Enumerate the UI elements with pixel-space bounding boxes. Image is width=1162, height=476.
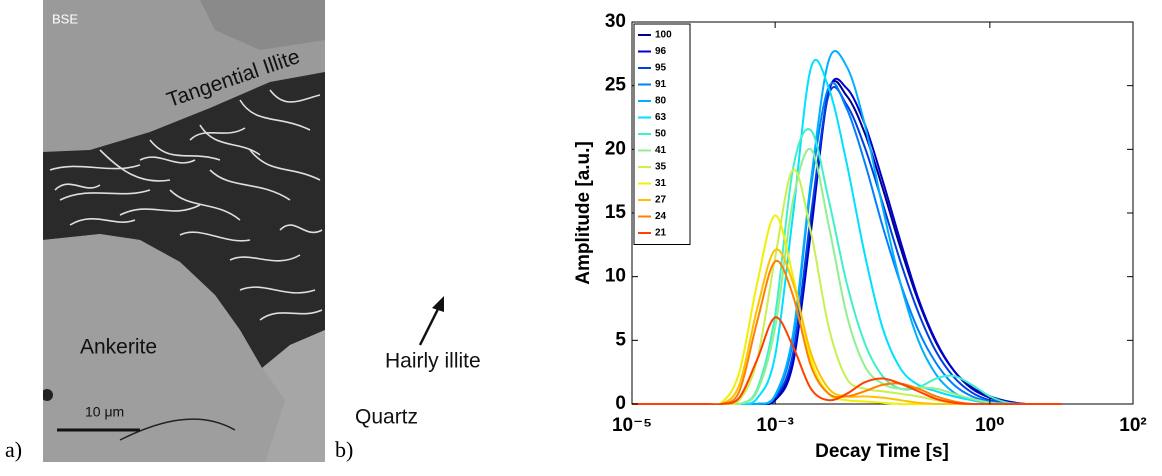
legend-label: 27	[655, 195, 667, 206]
x-axis-label: Decay Time [s]	[815, 441, 949, 462]
arrow-head	[432, 296, 444, 312]
plot-area	[632, 50, 1062, 405]
sem-image	[43, 0, 325, 462]
y-tick-label: 15	[605, 202, 627, 223]
image-label: Ankerite	[80, 336, 157, 359]
legend-label: 100	[655, 30, 672, 41]
chart: Decay Time [s] Amplitude [a.u.]	[573, 21, 1134, 462]
y-axis-label: Amplitude [a.u.]	[573, 141, 594, 285]
y-tick-label: 0	[615, 393, 626, 414]
panel-label: a)	[5, 437, 22, 462]
series-line	[632, 316, 1062, 405]
legend-label: 35	[655, 162, 667, 173]
image-label: Hairly illite	[385, 350, 481, 373]
arrow	[418, 304, 442, 346]
y-tick-label: 10	[605, 266, 626, 287]
y-tick-label: 30	[605, 11, 626, 32]
image-label: Quartz	[355, 406, 418, 429]
legend-label: 96	[655, 46, 667, 57]
scale-bar-label: 10 μm	[85, 404, 124, 420]
legend-label: 31	[655, 178, 667, 189]
legend-label: 80	[655, 96, 667, 107]
panel-label: b)	[335, 437, 353, 462]
x-tick-label: 10²	[1119, 415, 1146, 436]
legend-label: 24	[655, 211, 667, 222]
y-tick-label: 5	[615, 329, 626, 350]
x-tick-label: 10⁻³	[756, 415, 794, 436]
legend-label: 91	[655, 79, 667, 90]
legend-label: 41	[655, 145, 667, 156]
legend-label: 95	[655, 63, 667, 74]
legend-label: 21	[655, 228, 667, 239]
legend-label: 50	[655, 129, 667, 140]
x-tick-label: 10⁰	[975, 415, 1004, 436]
legend-label: 63	[655, 112, 667, 123]
y-tick-label: 25	[605, 75, 627, 96]
image-mode: BSE	[52, 11, 78, 26]
x-tick-label: 10⁻⁵	[612, 415, 652, 436]
y-tick-label: 20	[605, 138, 626, 159]
axes-box	[631, 21, 1134, 405]
